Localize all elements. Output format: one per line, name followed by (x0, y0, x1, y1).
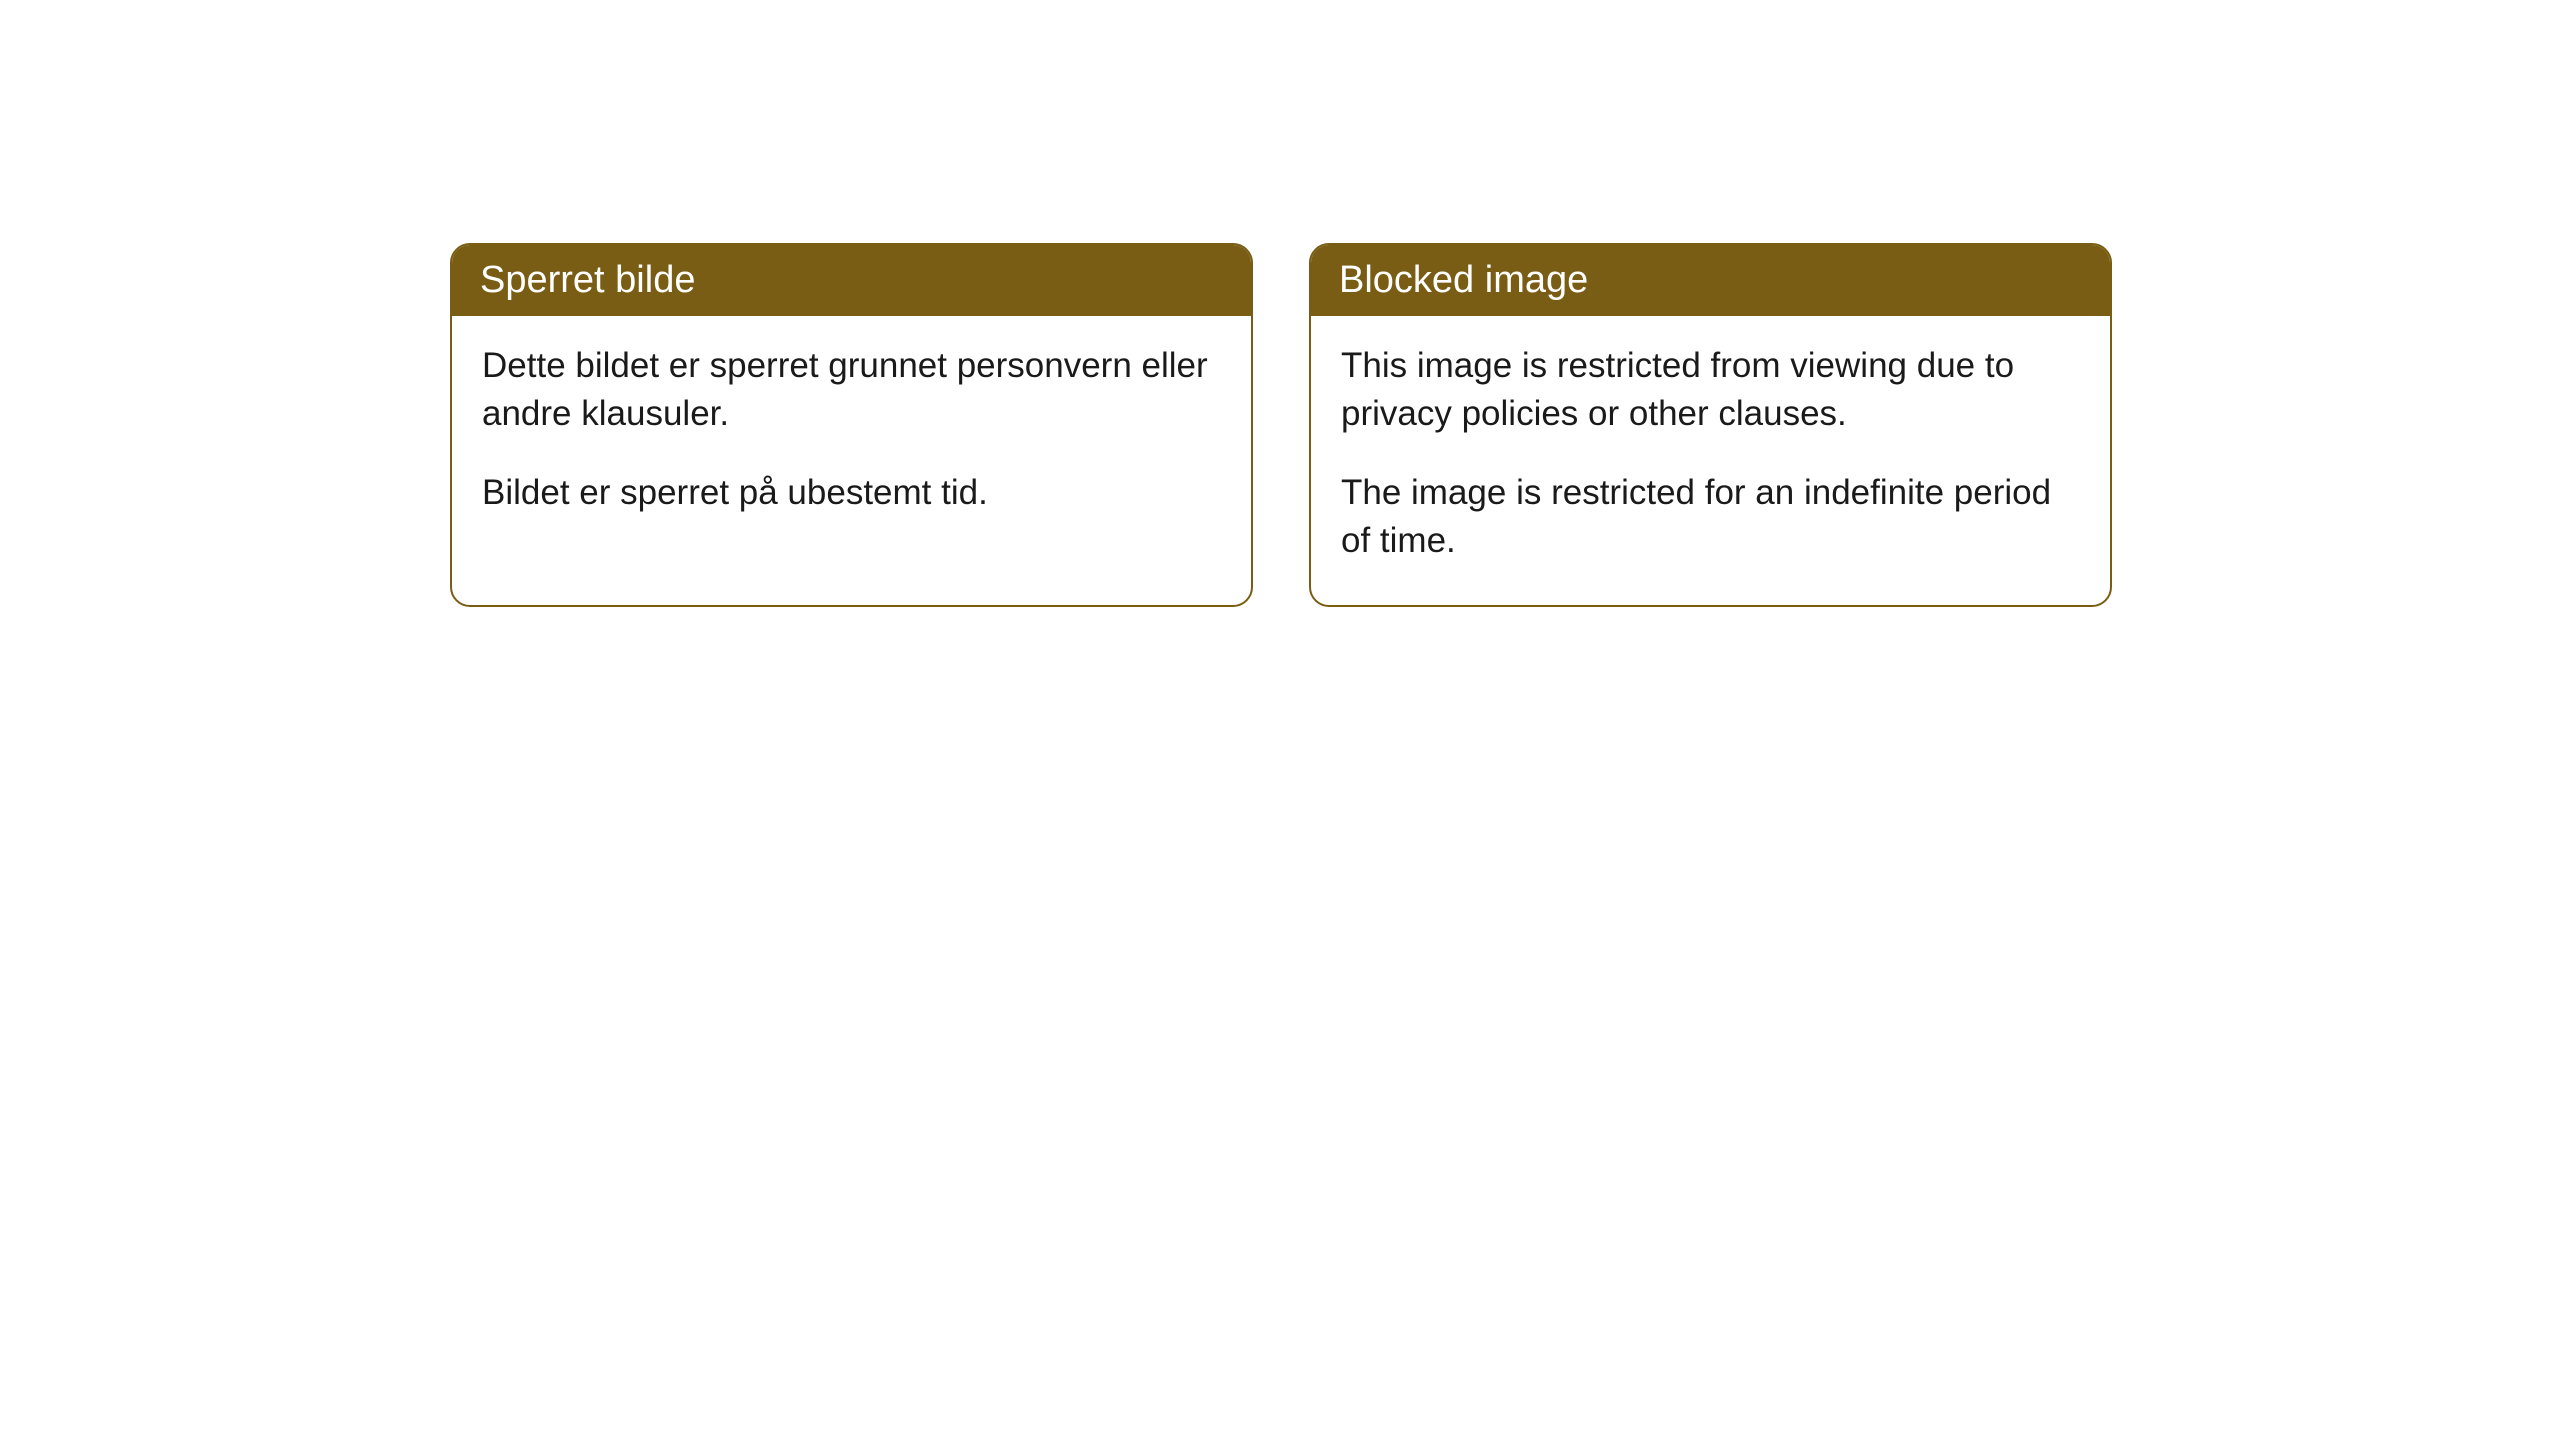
blocked-image-card-norwegian: Sperret bilde Dette bildet er sperret gr… (450, 243, 1253, 607)
card-title: Sperret bilde (480, 259, 695, 301)
card-title: Blocked image (1339, 259, 1588, 301)
card-body-norwegian: Dette bildet er sperret grunnet personve… (452, 316, 1251, 557)
notice-container: Sperret bilde Dette bildet er sperret gr… (450, 243, 2112, 607)
card-header-english: Blocked image (1311, 245, 2110, 316)
blocked-image-card-english: Blocked image This image is restricted f… (1309, 243, 2112, 607)
card-paragraph: The image is restricted for an indefinit… (1341, 469, 2080, 566)
card-header-norwegian: Sperret bilde (452, 245, 1251, 316)
card-paragraph: Dette bildet er sperret grunnet personve… (482, 342, 1221, 439)
card-paragraph: Bildet er sperret på ubestemt tid. (482, 469, 1221, 517)
card-paragraph: This image is restricted from viewing du… (1341, 342, 2080, 439)
card-body-english: This image is restricted from viewing du… (1311, 316, 2110, 605)
